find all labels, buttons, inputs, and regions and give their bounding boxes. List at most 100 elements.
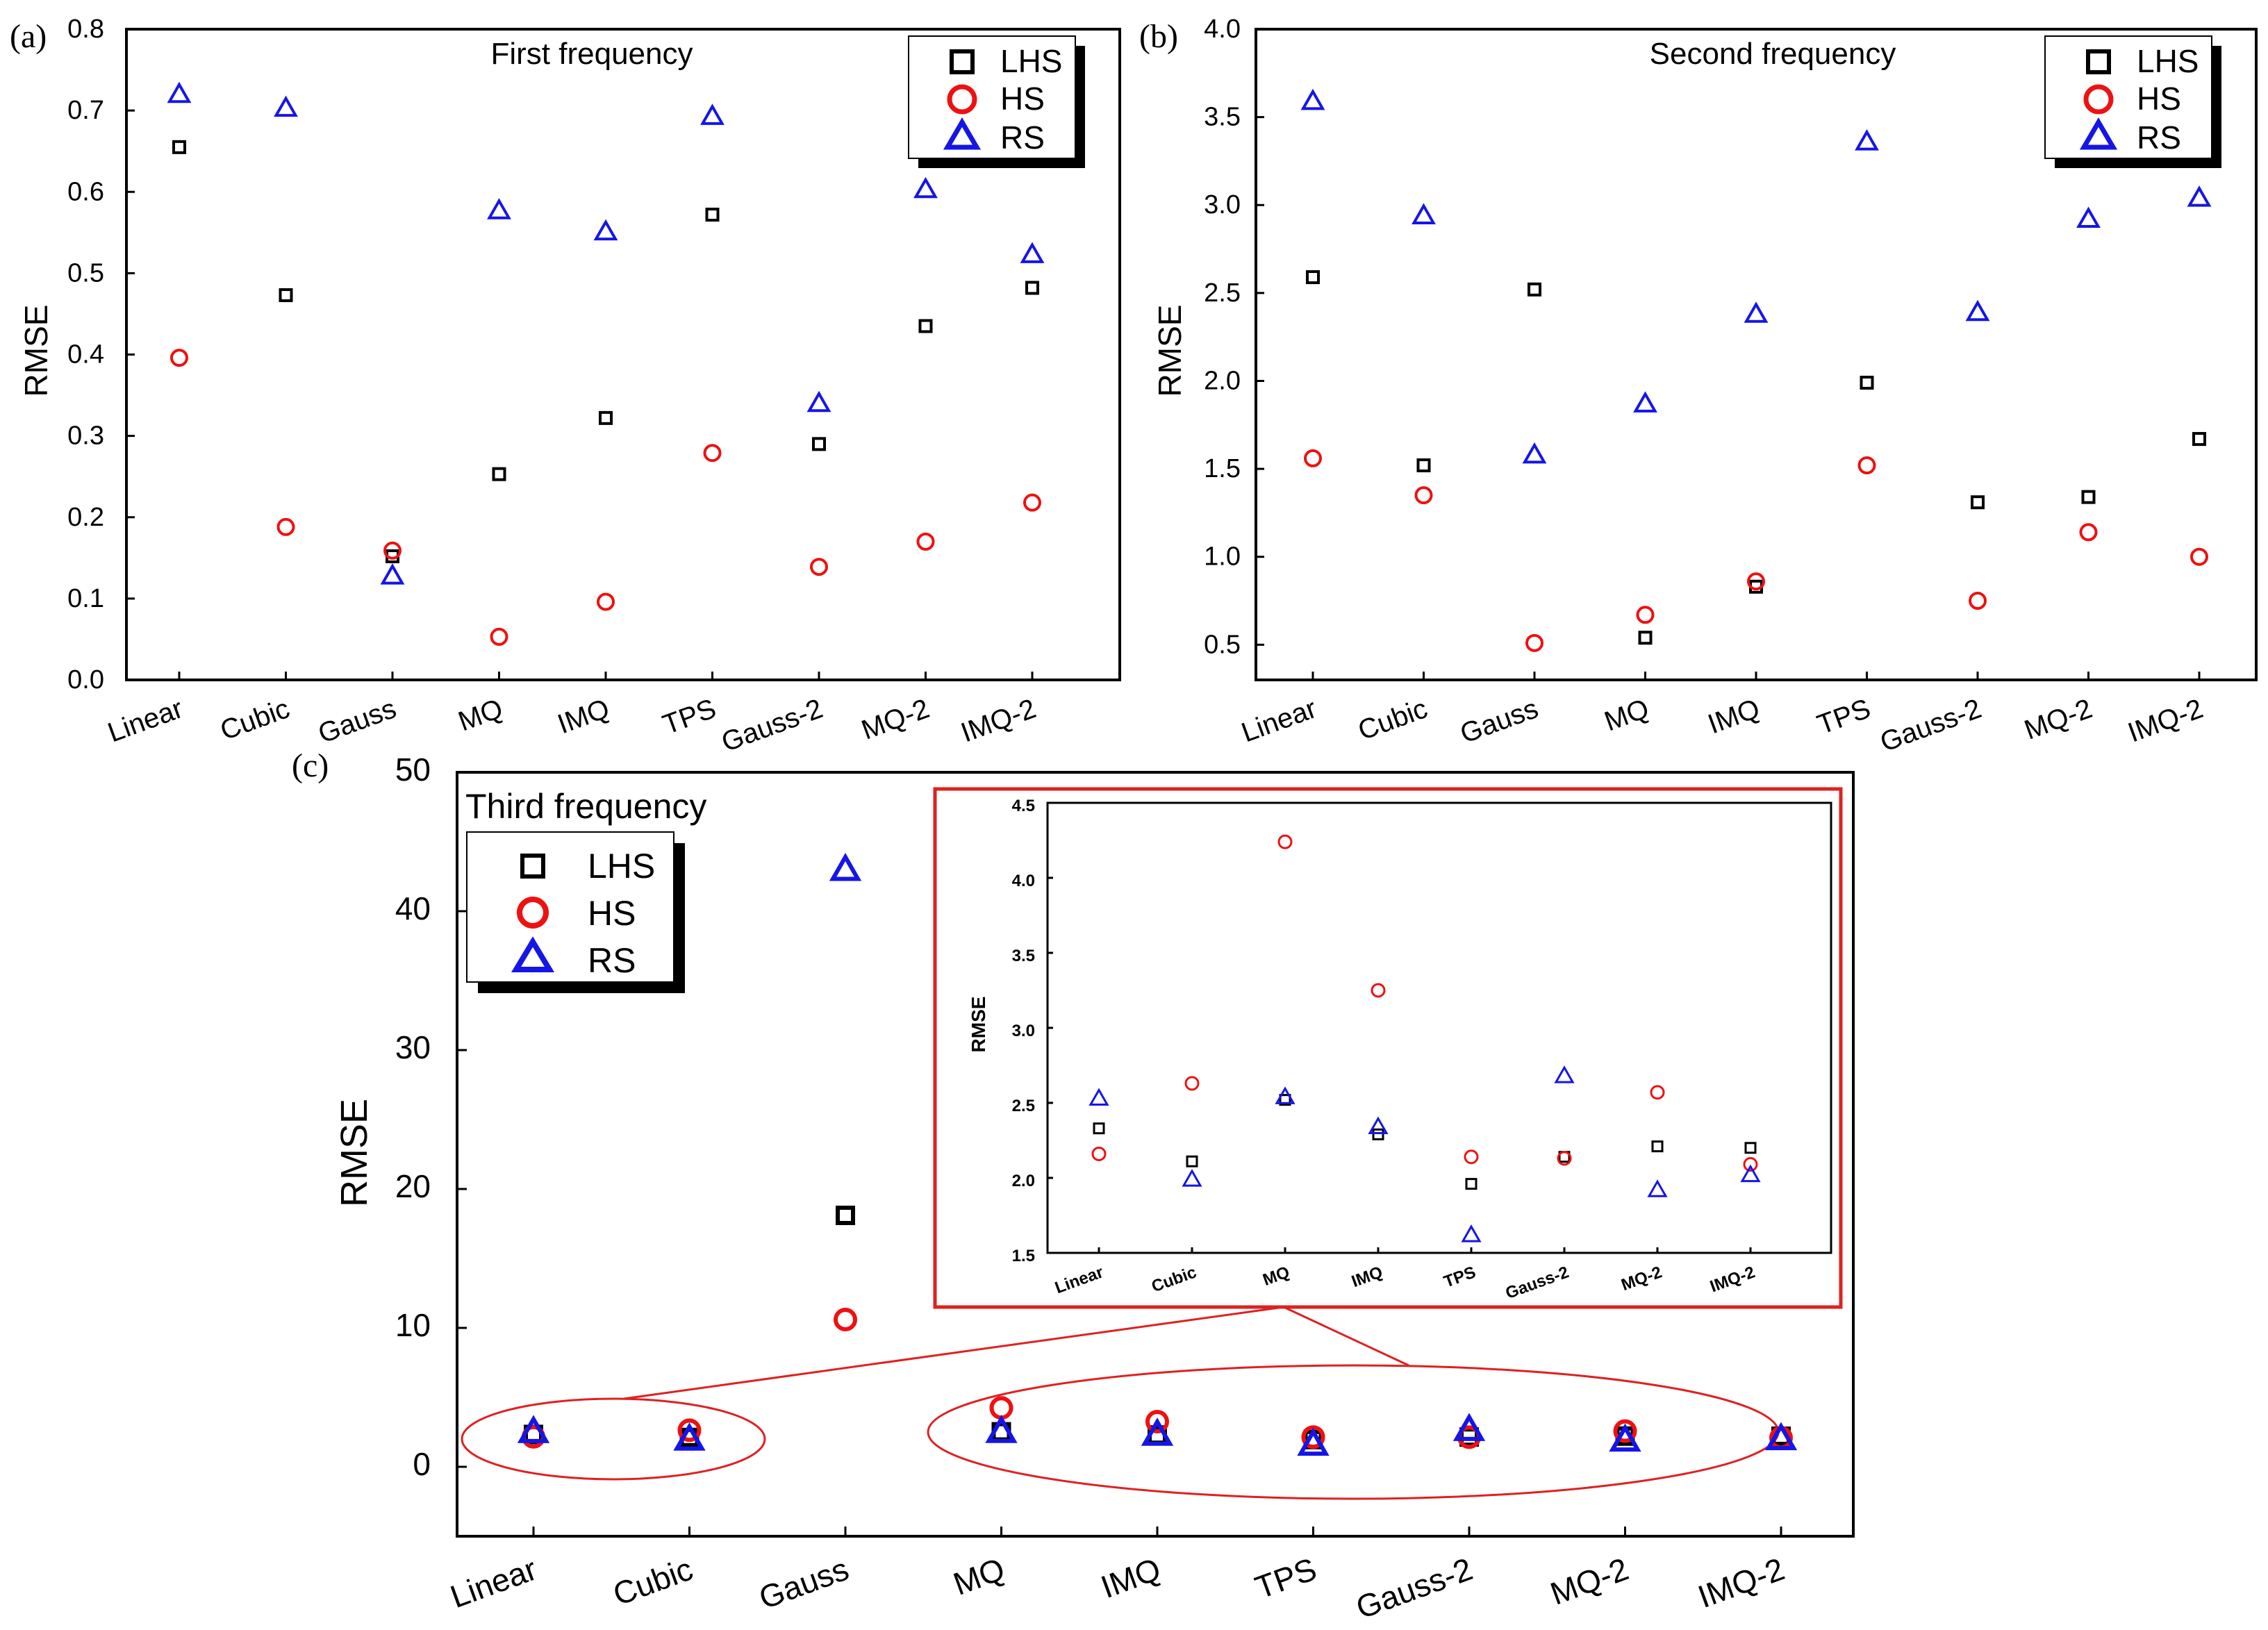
point-lhs-tps [1465,1178,1477,1190]
point-lhs-mq [492,467,506,481]
point-rs-tps [1461,1224,1482,1242]
zoom-ellipse-right [927,1364,1780,1500]
x-tick-label-cubic: Cubic [1354,693,1431,746]
point-lhs-linear [1306,270,1320,285]
point-rs-gauss-2 [1452,1413,1486,1441]
legend-marker-rs [511,936,555,972]
point-rs-imq-2 [1740,1164,1761,1183]
x-tick-label-gauss: Gauss [754,1551,854,1616]
y-tick-label: 0.4 [67,340,104,369]
y-axis-title: RMSE [18,305,54,397]
legend-marker-hs [517,897,549,929]
point-hs-gauss [1525,633,1543,652]
y-tick-label: 2.5 [1204,278,1241,308]
point-rs-imq [593,219,618,241]
y-tick-label: 4.5 [1012,797,1035,815]
point-rs-cubic [673,1422,706,1451]
y-tick-label: 0.1 [67,584,104,613]
x-tick-label-imq: IMQ [1096,1551,1165,1606]
x-tick-label-imq-2: IMQ-2 [1694,1551,1789,1615]
y-tick-label: 3.5 [1012,947,1035,965]
y-tick-label: 3.5 [1204,103,1241,132]
point-lhs-gauss [1528,282,1541,297]
point-rs-gauss [1522,442,1547,464]
point-rs-linear [167,81,192,103]
x-tick-label-gauss-2: Gauss-2 [1351,1551,1477,1626]
point-hs-gauss-2 [1557,1151,1572,1166]
point-rs-cubic [1412,203,1436,224]
y-tick-label: 40 [395,890,431,926]
y-tick-label: 2.0 [1204,366,1241,395]
data-markers [167,81,1045,646]
panel-b-second-frequency: (b) Second frequency RMSE 0.5 1.0 1.5 2.0 2.… [1139,15,2258,758]
x-tick-label-mq: MQ [1600,693,1653,737]
legend-label-hs: HS [588,894,636,933]
point-lhs-gauss [836,1206,855,1225]
plot-title: Third frequency [465,787,706,826]
panel-label: (a) [10,18,47,55]
point-hs-imq [1145,1410,1169,1433]
point-lhs-mq [1279,1094,1291,1106]
point-hs-tps [1301,1425,1325,1449]
point-lhs-mq [1638,631,1653,645]
point-lhs-imq-2 [2192,432,2206,447]
point-rs-tps [700,103,725,125]
point-hs-cubic [1184,1076,1200,1091]
point-hs-cubic [677,1418,702,1442]
point-rs-gauss [829,852,862,881]
point-lhs-gauss-2 [1971,495,1985,510]
panel-label: (c) [292,747,329,784]
point-rs-mq [1275,1086,1296,1104]
point-hs-cubic [276,517,295,536]
x-tick-label-tps: TPS [659,693,720,740]
legend-label-hs: HS [2137,81,2181,117]
point-lhs-linear [1093,1122,1105,1135]
y-tick-label: 3.0 [1204,190,1241,219]
point-lhs-gauss-2 [812,437,826,451]
x-tick-label-gauss: Gauss [1456,693,1542,749]
point-hs-tps [1464,1149,1479,1165]
y-ticks: 0.0 0.1 0.2 0.3 0.4 0.5 0.6 0.7 0.8 [67,15,135,695]
point-hs-gauss [383,541,402,560]
point-rs-linear [1089,1088,1109,1106]
zoom-connector-left [623,1306,1284,1400]
legend-marker-lhs [520,854,545,879]
zoom-callout [461,1306,1780,1500]
point-rs-linear [517,1415,550,1443]
y-tick-label: 0.8 [67,15,104,44]
legend-marker-lhs [950,49,975,74]
point-hs-imq [597,592,615,611]
point-hs-mq-2 [2079,523,2098,542]
x-tick-label-mq-2: MQ-2 [858,693,934,746]
inset-zoom-plot: RMSE 1.52.02.53.03.54.04.5 Linear Cubic MQ… [933,787,1843,1309]
zoom-connector-right [1283,1306,1409,1367]
x-tick-label-gauss-2: Gauss-2 [718,693,827,758]
y-tick-label: 0.2 [67,503,104,532]
point-hs-linear [1091,1146,1107,1161]
y-tick-label: 0.5 [1204,630,1241,659]
point-rs-cubic [274,95,298,117]
point-hs-cubic [1414,486,1433,505]
x-tick-label-linear: Linear [104,693,188,748]
point-hs-imq [1747,572,1765,591]
panel-label: (b) [1139,18,1178,55]
x-tick-label-imq-2: IMQ-2 [2124,693,2207,748]
point-lhs-tps [705,208,720,222]
point-lhs-imq [599,410,613,425]
x-tick-label-mq: MQ [454,693,507,737]
point-rs-gauss-2 [1965,299,1990,322]
inset-y-ticks: 1.5 2.0 2.5 3.0 3.5 4.0 4.5 [1012,797,1053,1265]
inset-data-markers [1089,834,1761,1242]
x-tick-label-tps: TPS [1813,693,1874,740]
legend: LHS HS RS [2044,35,2221,168]
x-tick-label-linear: Linear [1238,693,1321,748]
point-hs-mq [1636,606,1655,624]
point-hs-gauss-2 [810,558,828,576]
y-tick-label: 10 [395,1307,431,1343]
legend-label-lhs: LHS [2137,43,2199,79]
point-rs-tps [1855,129,1879,151]
